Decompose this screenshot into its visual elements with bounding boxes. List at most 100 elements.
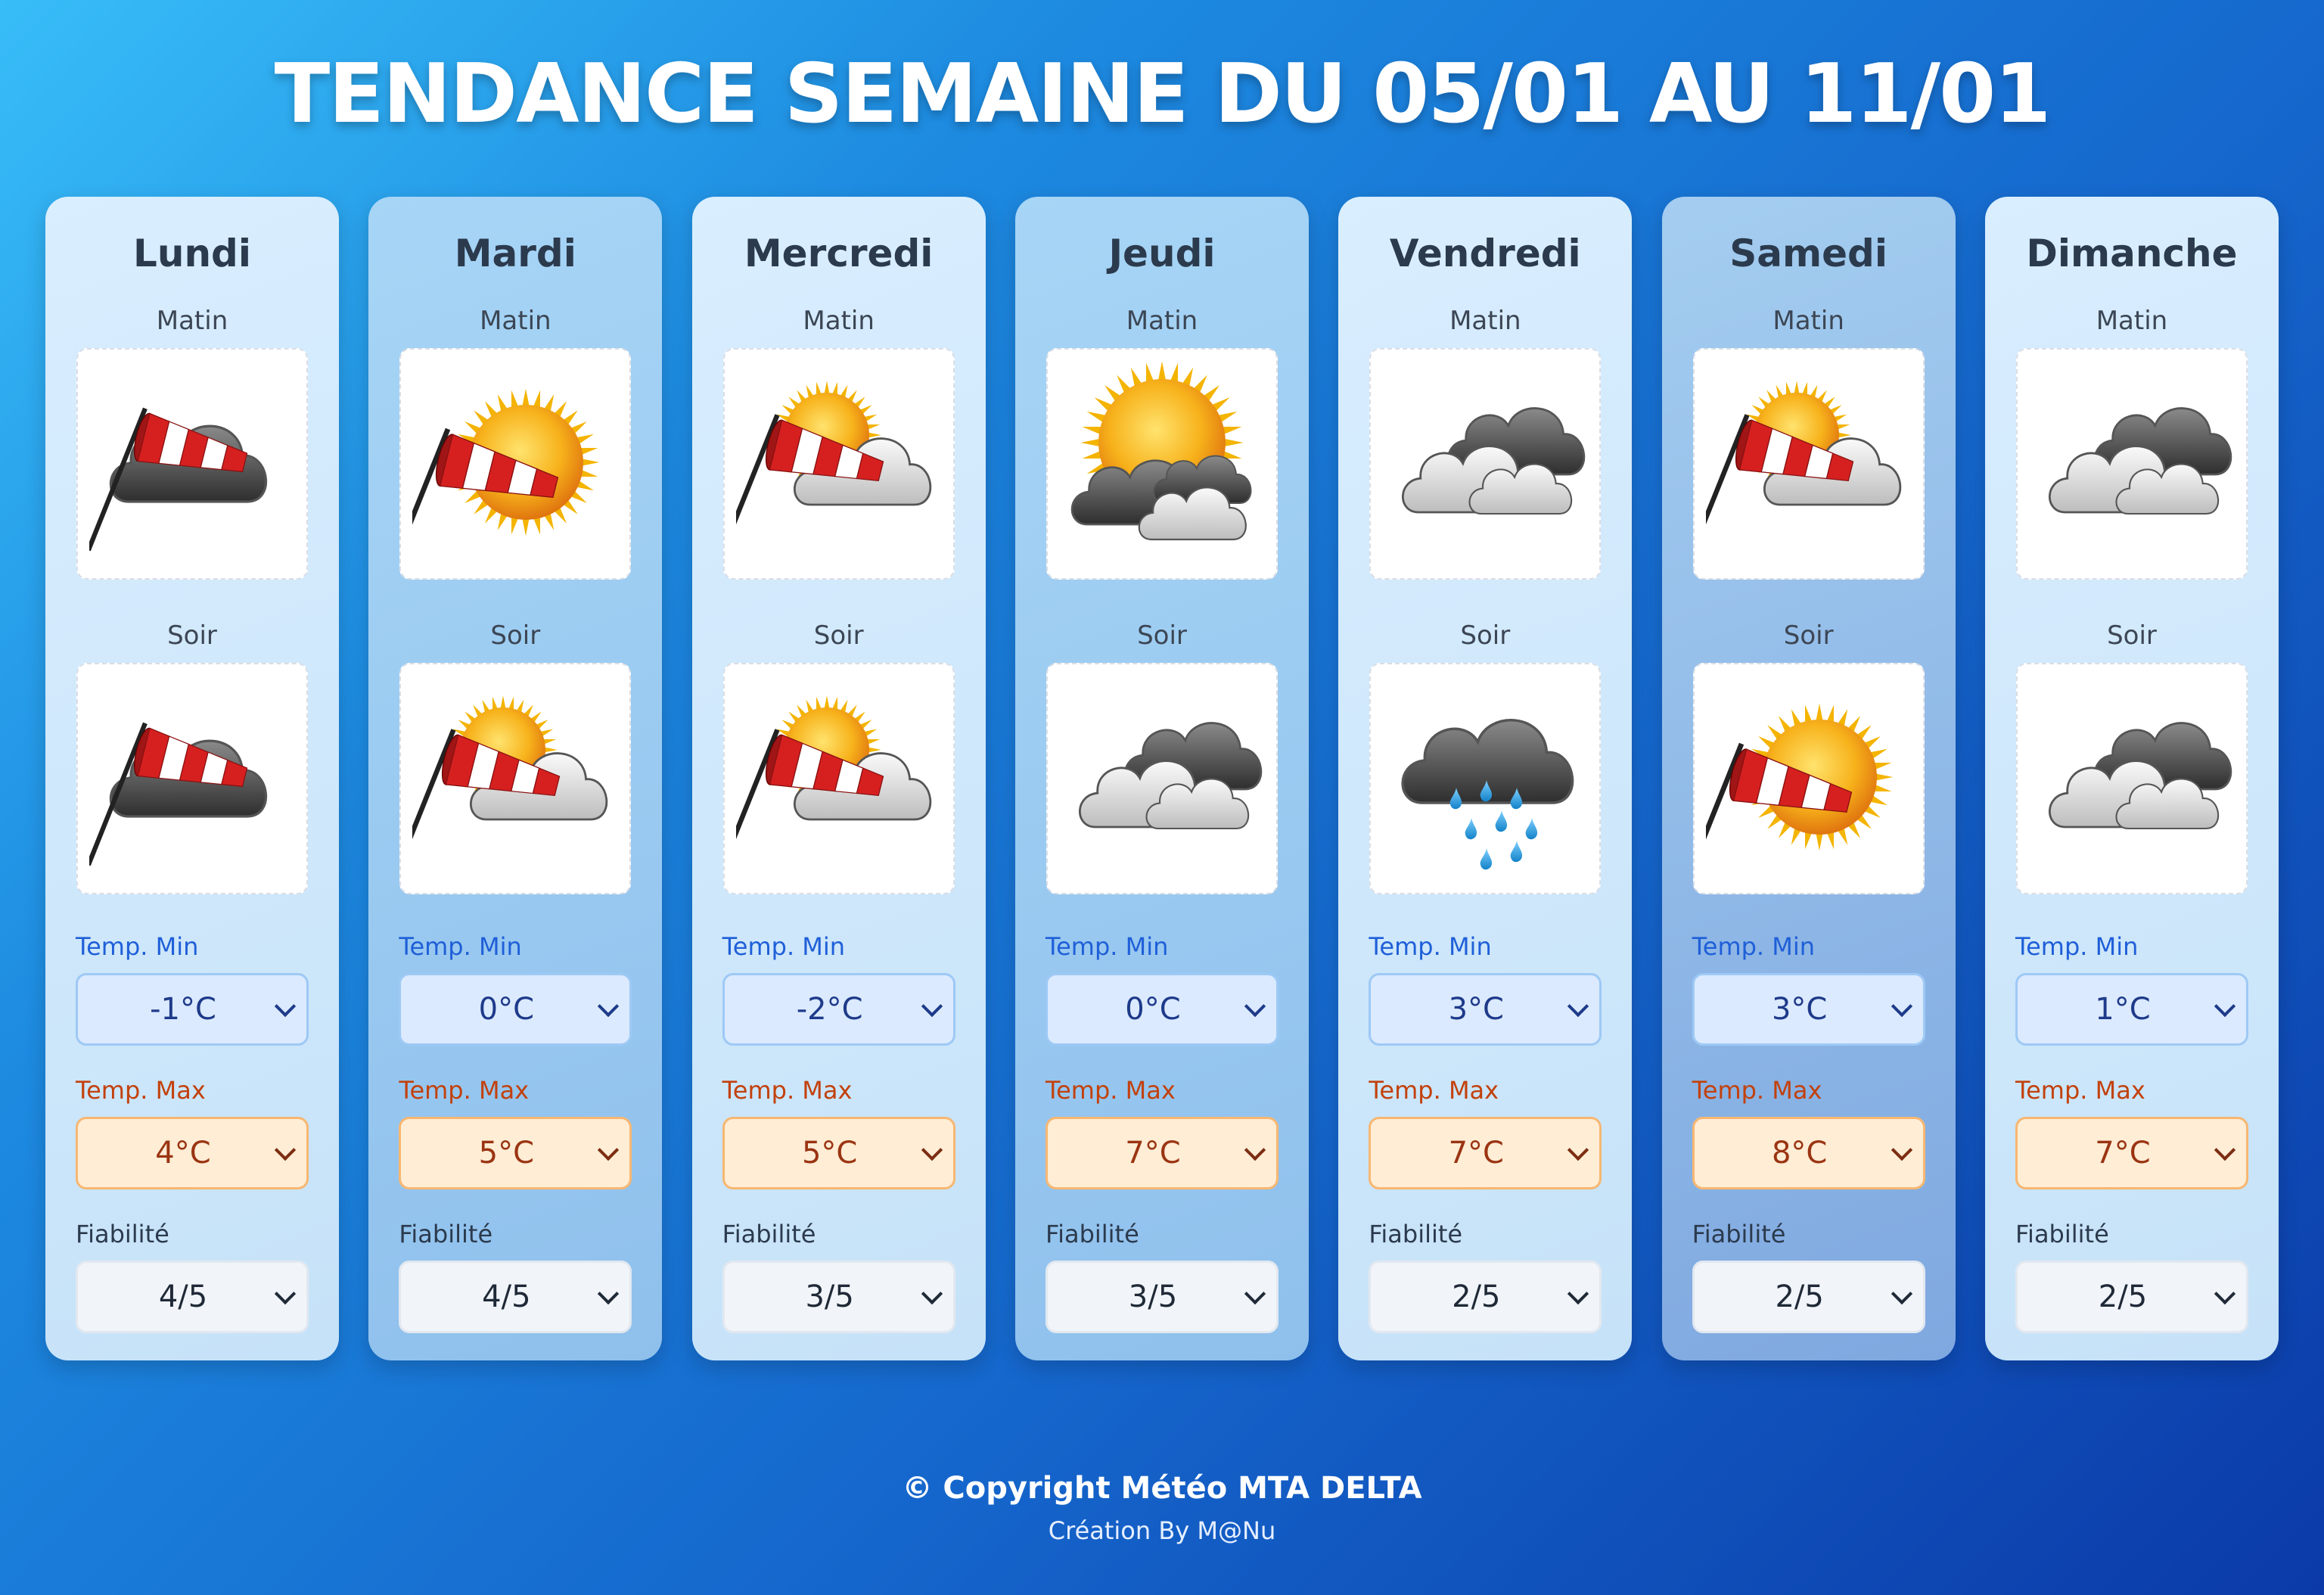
day-name: Mercredi [744,232,934,275]
fiabilite-select[interactable]: 4/5 [399,1261,632,1333]
fiabilite-select[interactable]: 2/5 [1369,1261,1602,1333]
day-card: Mercredi Matin Soir Te [691,197,986,1360]
fiabilite-label: Fiabilité [76,1220,169,1248]
matin-label: Matin [1126,306,1198,336]
day-card: Jeudi Matin Soir Temp. Min [1014,197,1309,1360]
fiabilite-select[interactable]: 4/5 [76,1261,309,1333]
temp-max-select[interactable]: 5°C [722,1117,955,1189]
page-title: TENDANCE SEMAINE DU 05/01 AU 11/01 [274,47,2052,141]
fiabilite-select[interactable]: 2/5 [1692,1261,1925,1333]
fiabilite-value: 3/5 [805,1279,854,1314]
chevron-down-icon [921,1283,943,1305]
windsock-sun-cloud-icon [716,359,942,568]
temp-max-label: Temp. Max [399,1076,530,1105]
day-card: Mardi Matin Soir Temp. Min [368,197,663,1360]
matin-icon-box [76,348,308,580]
day-name: Dimanche [2026,232,2238,275]
temp-max-value: 8°C [1771,1136,1828,1171]
soir-label: Soir [1460,620,1511,651]
temp-min-label: Temp. Min [1692,932,1816,961]
fiabilite-label: Fiabilité [1369,1220,1463,1248]
temp-min-label: Temp. Min [76,932,199,961]
temp-min-select[interactable]: 3°C [1692,973,1925,1046]
soir-label: Soir [490,620,541,651]
chevron-down-icon [2214,1139,2236,1161]
day-card: Lundi Matin Soir Temp. [45,197,339,1360]
windsock-sun-icon [384,359,618,583]
soir-icon-box [76,663,308,894]
matin-label: Matin [156,306,228,336]
overcast-clouds-icon [1382,359,1588,568]
soir-icon-box [1369,663,1602,894]
soir-icon-box [1677,663,1925,898]
fiabilite-label: Fiabilité [399,1220,493,1248]
fiabilite-value: 3/5 [1128,1279,1178,1314]
chevron-down-icon [2214,995,2236,1018]
windsock-sun-cloud-icon [392,674,618,883]
temp-max-value: 7°C [2095,1136,2151,1171]
temp-max-select[interactable]: 7°C [1045,1117,1279,1189]
day-card: Samedi Matin Soir Temp. Min [1661,197,1956,1360]
soir-label: Soir [1137,620,1187,651]
day-card: Vendredi Matin Soir Temp. Min 3 [1338,197,1633,1360]
temp-min-label: Temp. Min [399,932,522,961]
temp-max-value: 7°C [1125,1136,1181,1171]
fiabilite-select[interactable]: 2/5 [2015,1261,2248,1333]
temp-max-label: Temp. Max [2015,1076,2145,1105]
chevron-down-icon [1567,995,1589,1018]
fiabilite-value: 2/5 [1775,1279,1824,1314]
temp-min-select[interactable]: -2°C [722,973,955,1046]
chevron-down-icon [598,1283,620,1305]
day-name: Jeudi [1108,232,1216,275]
matin-label: Matin [1773,306,1844,336]
temp-min-select[interactable]: 3°C [1369,973,1602,1046]
windsock-sun-cloud-icon [1686,359,1912,568]
chevron-down-icon [274,995,297,1018]
fiabilite-select[interactable]: 3/5 [722,1261,955,1333]
chevron-down-icon [1891,1283,1912,1305]
day-name: Lundi [133,232,251,275]
temp-max-select[interactable]: 7°C [1369,1117,1602,1189]
footer-credit: Création By M@Nu [1048,1516,1276,1545]
temp-min-select[interactable]: 1°C [2015,973,2248,1046]
temp-max-label: Temp. Max [1369,1076,1499,1105]
windsock-sun-cloud-icon [716,674,942,883]
fiabilite-label: Fiabilité [1045,1220,1139,1248]
chevron-down-icon [1891,1139,1912,1161]
chevron-down-icon [2214,1283,2236,1305]
temp-max-select[interactable]: 4°C [76,1117,309,1189]
overcast-clouds-icon [2029,359,2235,568]
temp-max-value: 5°C [801,1136,858,1171]
chevron-down-icon [1891,995,1912,1018]
temp-max-select[interactable]: 8°C [1692,1117,1925,1189]
days-row: Lundi Matin Soir Temp. [45,197,2279,1360]
temp-max-select[interactable]: 7°C [2015,1117,2248,1189]
chevron-down-icon [1244,995,1266,1018]
temp-max-value: 5°C [478,1136,535,1171]
matin-icon-box [384,348,632,583]
temp-min-value: 3°C [1771,992,1828,1027]
temp-min-select[interactable]: -1°C [76,973,309,1046]
windsock-dark-cloud-icon [85,674,295,883]
chevron-down-icon [598,1139,620,1161]
temp-min-label: Temp. Min [2015,932,2139,961]
matin-icon-box [1369,348,1602,580]
chevron-down-icon [1567,1283,1589,1305]
temp-min-select[interactable]: 0°C [1045,973,1279,1046]
fiabilite-select[interactable]: 3/5 [1045,1261,1279,1333]
temp-max-label: Temp. Max [1045,1076,1176,1105]
temp-max-select[interactable]: 5°C [399,1117,632,1189]
temp-max-label: Temp. Max [1692,1076,1822,1105]
soir-label: Soir [813,620,864,651]
soir-label: Soir [2107,620,2157,651]
temp-min-value: 3°C [1448,992,1504,1027]
sun-dark-clouds-icon [1059,359,1265,568]
matin-icon-box [716,348,955,580]
matin-label: Matin [803,306,875,336]
soir-icon-box [392,663,632,894]
chevron-down-icon [274,1139,297,1161]
matin-label: Matin [2096,306,2168,336]
temp-min-select[interactable]: 0°C [399,973,632,1046]
overcast-clouds-icon [1059,674,1265,883]
chevron-down-icon [274,1283,297,1305]
